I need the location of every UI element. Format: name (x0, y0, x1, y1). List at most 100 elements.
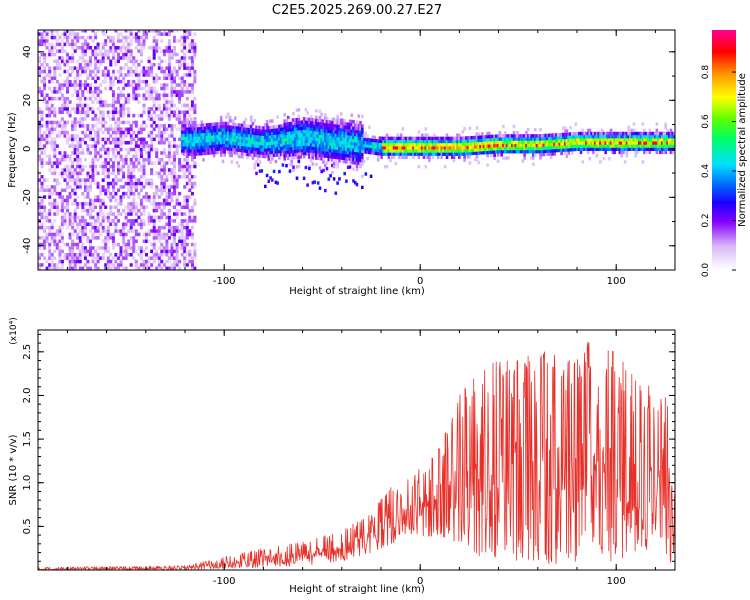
spectrogram-cell (40, 110, 44, 114)
spectrogram-cell (122, 93, 126, 97)
spectrogram-cell (197, 136, 200, 140)
spectrogram-cell (152, 76, 156, 80)
spectrogram-cell (336, 127, 339, 131)
spectrogram-cell (503, 137, 507, 141)
spectrogram-cell (334, 133, 338, 137)
spectrogram-cell (324, 129, 327, 133)
spectrogram-cell (189, 139, 193, 144)
spectrogram-cell (322, 138, 325, 142)
spectrogram-cell (271, 150, 274, 155)
spectrogram-cell (445, 139, 449, 144)
spectrogram-cell (570, 135, 574, 139)
spectrogram-cell (134, 141, 138, 145)
spectrogram-cell (119, 127, 123, 131)
spectrogram-cell (167, 151, 171, 155)
spectrogram-cell (630, 128, 634, 133)
spectrogram-cell (311, 130, 315, 135)
spectrogram-cell (570, 144, 574, 149)
spectrogram-cell (175, 73, 179, 77)
spectrogram-cell (142, 141, 146, 145)
spectrogram-cell (78, 117, 82, 121)
spectrogram-cell (76, 76, 80, 80)
spectrogram-cell (470, 145, 473, 149)
spectrogram-cell (139, 175, 143, 179)
spectrogram-cell (119, 144, 123, 148)
spectrogram-cell (132, 154, 136, 159)
spectrogram-cell (188, 146, 191, 150)
spectrogram-cell (152, 236, 156, 240)
spectrogram-cell (58, 96, 62, 101)
spectrogram-cell (104, 215, 108, 220)
spectrogram-cell (173, 191, 176, 196)
spectrogram-cell (376, 142, 380, 146)
spectrogram-cell (223, 128, 226, 132)
spectrogram-cell (205, 145, 209, 149)
spectrogram-cell (329, 126, 332, 130)
spectrogram-cell (155, 113, 159, 118)
spectrogram-cell (81, 242, 85, 247)
spectrogram-cell (361, 136, 364, 141)
spectrogram-cell (101, 124, 105, 128)
spectrogram-cell (392, 146, 396, 150)
spectrogram-cell (50, 263, 54, 267)
spectrogram-cell (185, 90, 189, 94)
spectrogram-cell (178, 76, 182, 80)
spectrogram-cell (170, 198, 174, 203)
spectrogram-cell (53, 46, 57, 50)
spectrogram-cell (170, 171, 174, 176)
spectrogram-cell (129, 229, 133, 233)
spectrogram-cell (258, 125, 262, 130)
spectrogram-cell (101, 246, 105, 250)
spectrogram-cell (127, 30, 131, 33)
spectrogram-cell (111, 154, 115, 159)
spectrogram-cell (40, 175, 44, 179)
spectrogram-cell (456, 136, 459, 141)
spectrogram-cell (560, 142, 563, 146)
spectrogram-cell (96, 225, 100, 230)
spectrogram-cell (139, 225, 143, 230)
spectrogram-cell (324, 163, 327, 168)
spectrogram-cell (286, 147, 290, 151)
spectrogram-cell (267, 151, 271, 155)
spectrogram-cell (205, 138, 209, 143)
spectrogram-cell (38, 212, 41, 216)
spectrogram-cell (106, 249, 110, 254)
spectrogram-cell (185, 229, 189, 233)
spectrogram-cell (606, 147, 609, 151)
spectrogram-cell (495, 143, 498, 148)
spectrogram-cell (50, 259, 54, 264)
spectrogram-cell (355, 133, 359, 137)
spectrogram-cell (269, 154, 272, 158)
spectrogram-cell (157, 246, 161, 250)
spectrogram-cell (91, 90, 95, 94)
spectrogram-cell (525, 150, 528, 154)
spectrogram-cell (101, 212, 105, 216)
spectrogram-cell (329, 139, 332, 143)
spectrogram-cell (264, 142, 267, 146)
spectrogram-cell (316, 125, 320, 129)
spectrogram-cell (294, 140, 297, 144)
spectrogram-cell (324, 119, 327, 124)
spectrogram-cell (410, 136, 413, 141)
spectrogram-cell (127, 253, 131, 257)
spectrogram-cell (96, 246, 100, 250)
spectrogram-cell (38, 69, 41, 74)
spectrogram-cell (498, 140, 502, 144)
spectrogram-cell (523, 156, 526, 160)
spectrogram-cell (514, 146, 518, 151)
spectrogram-cell (530, 156, 533, 160)
spectrogram-cell (111, 219, 115, 223)
spectrogram-cell (91, 171, 95, 176)
spectrogram-cell (152, 208, 156, 213)
spectrogram-cell (429, 143, 433, 147)
spectrogram-cell (544, 149, 548, 153)
spectrogram-cell (225, 134, 228, 138)
spectrogram-cell (184, 152, 188, 156)
spectrogram-cell (244, 127, 248, 131)
spectrogram-cell (318, 156, 322, 161)
spectrogram-cell (183, 202, 187, 206)
spectrogram-cell (190, 259, 194, 264)
spectrogram-cell (114, 154, 118, 159)
spectrogram-cell (361, 140, 364, 144)
spectrogram-cell (167, 117, 171, 121)
